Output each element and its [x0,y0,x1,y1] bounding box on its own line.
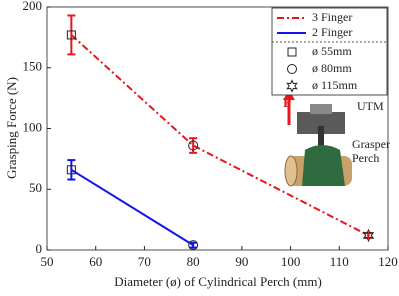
x-tick-label: 60 [89,254,102,269]
data-point [362,228,375,243]
legend-label: ø 115mm [312,78,358,92]
x-tick-label: 90 [235,254,248,269]
x-tick-label: 100 [281,254,301,269]
force-label: F [283,96,292,111]
legend-label: 3 Finger [312,10,352,24]
legend-marker [287,47,297,57]
error-bar [189,137,198,154]
grasper [302,145,345,186]
y-tick-label: 150 [23,59,43,74]
y-tick-label: 200 [23,0,43,13]
perch-end [284,155,298,187]
y-tick-label: 100 [23,119,43,134]
x-tick-label: 70 [138,254,151,269]
legend-label: ø 55mm [312,44,352,58]
data-point [188,240,199,251]
series-line [70,34,369,237]
y-tick-label: 50 [29,180,42,195]
legend-marker [286,79,298,93]
y-axis-label: Grasping Force (N) [4,77,19,179]
utm-block [297,112,345,134]
series-line [70,168,194,246]
x-tick-label: 120 [378,254,398,269]
data-point [66,30,76,40]
utm-label: UTM [357,99,384,113]
x-tick-label: 50 [41,254,54,269]
grasper-rod [318,126,324,156]
data-point [188,140,199,151]
legend-label: 2 Finger [312,25,352,39]
x-tick-label: 80 [187,254,200,269]
legend-box [271,7,388,96]
legend-label: ø 80mm [312,61,352,75]
grasper-label: Grasper [352,137,390,151]
x-axis-label: Diameter (ø) of Cylindrical Perch (mm) [114,274,322,289]
legend-marker [287,64,297,74]
error-bar [67,159,76,181]
error-bar [189,241,198,249]
error-bar [67,14,76,56]
perch-label: Perch [352,151,379,165]
x-tick-label: 110 [330,254,349,269]
data-point [66,165,76,175]
y-tick-label: 0 [36,241,43,256]
photo-inset: F UTM Grasper Perch [283,90,390,187]
utm-head [310,104,332,114]
